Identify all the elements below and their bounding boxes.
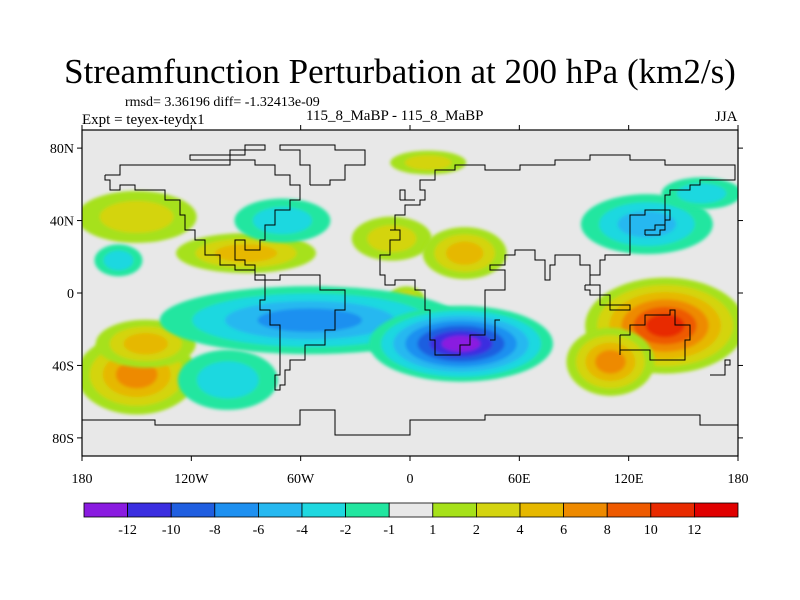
lon-tick-label: 60E [508,472,531,487]
contour-level--2 [252,207,312,235]
colorbar-swatch [432,502,477,518]
contour-level-2 [404,155,452,171]
coastline-6 [189,144,266,161]
contour-level--2 [103,250,134,271]
colorbar-label: 6 [560,523,567,538]
contour-africa-tropical-negative [369,305,554,382]
contour-pacific-tropical-negative [159,286,460,355]
colorbar-label: 4 [517,523,524,538]
lon-tick-label: 60W [287,472,315,487]
plot-title: Streamfunction Perturbation at 200 hPa (… [64,52,736,91]
colorbar-label: 12 [687,523,701,538]
contour-s-indian-positive [566,327,655,396]
coastline-8 [399,189,415,201]
lat-tick-label: 40N [50,215,74,230]
lon-tick-label: 120E [614,472,644,487]
contour-field [82,150,738,415]
colorbar-swatch [694,502,739,518]
lat-tick-label: 80N [50,142,74,157]
contour-level-2 [99,200,174,233]
contour-level-2 [367,225,417,253]
contour-n-pacific-negative [234,198,331,243]
contour-level--2 [676,183,727,204]
contour-n-atlantic-positive [351,216,432,261]
contour-arctic-positive [390,150,467,175]
coastline-7 [644,209,671,236]
contour-level-10 [645,314,685,338]
colorbar-swatch [519,502,564,518]
contour-level-6 [595,350,626,374]
coastline-3 [379,154,736,356]
colorbar-label: 2 [473,523,480,538]
contour-n-pacific-positive [176,233,316,274]
colorbar-swatch [127,502,172,518]
coastline-4 [619,309,691,361]
colorbar-label: -1 [383,523,395,538]
contour-e-pacific-negative [177,349,278,410]
contour-level--4 [617,210,677,238]
colorbar-swatch [257,502,303,518]
coastline-0 [104,159,301,281]
contour-level--2 [196,361,259,399]
colorbar-label: -8 [209,523,221,538]
colorbar-label: 10 [644,523,658,538]
colorbar-swatch [388,502,434,518]
colorbar-label: -6 [253,523,265,538]
coastline-1 [279,144,366,186]
colorbar-label: -4 [296,523,308,538]
contour-n-america-negative [94,244,143,277]
contour-level-4 [123,333,168,355]
lon-tick-label: 120W [174,472,209,487]
lon-tick-label: 180 [72,472,93,487]
stats-label: rmsd= 3.36196 diff= -1.32413e-09 [125,95,320,110]
colorbar-label: -2 [340,523,352,538]
coastline-2 [259,274,346,391]
contour-arctic-asia-negative [661,177,738,210]
lon-tick-label: 180 [728,472,749,487]
lon-tick-label: 0 [407,472,414,487]
coastline-11 [584,284,631,311]
colorbar-swatch [345,502,390,518]
colorbar-label: 8 [604,523,611,538]
coastlines [82,144,738,436]
colorbar: -12 -10 -8 -6 -4 -2 -1 1 2 4 6 8 10 12 [83,502,739,538]
contour-level-4 [445,241,484,265]
contour-level--6 [257,308,362,332]
colorbar-label: -12 [118,523,137,538]
colorbar-swatch [83,502,128,518]
lat-tick-label: 0 [67,287,74,302]
coastline-9 [490,319,500,341]
experiment-label: Expt = teyex-teydx1 [82,112,205,128]
colorbar-swatch [301,502,346,518]
colorbar-swatch [475,502,521,518]
contour-level--12 [441,335,481,352]
colorbar-swatch [214,502,259,518]
colorbar-label: -10 [162,523,181,538]
colorbar-swatch [563,502,608,518]
contour-nw-pacific-positive [82,190,197,243]
season-label: JJA [715,109,738,125]
colorbar-swatch [170,502,216,518]
coastline-10 [710,359,731,376]
map-axes: 80N 40N 0 40S 80S 180 120W 60W 0 60E 120E 180 [50,125,749,487]
colorbar-label: 1 [429,523,436,538]
colorbar-swatch [650,502,695,518]
lat-tick-label: 80S [52,432,74,447]
contour-asia-negative [580,194,713,255]
period-label: 115_8_MaBP - 115_8_MaBP [306,108,484,124]
contour-n-africa-positive [422,227,507,280]
contour-level-4 [214,244,278,263]
lat-tick-label: 40S [52,359,74,374]
colorbar-swatch [606,502,652,518]
coastline-5 [82,409,738,436]
